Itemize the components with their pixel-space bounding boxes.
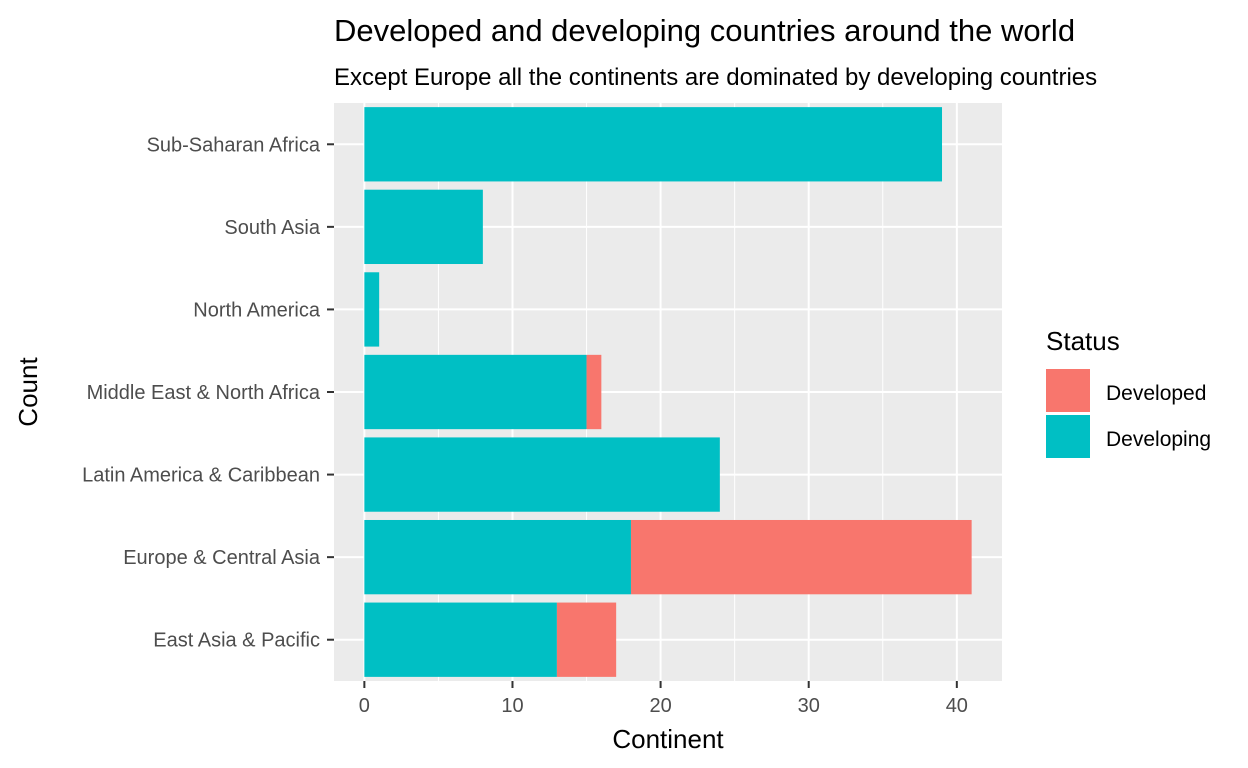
y-tick-label: Sub-Saharan Africa bbox=[147, 134, 321, 156]
bar-developing-2 bbox=[364, 437, 720, 512]
bar-developing-4 bbox=[364, 272, 380, 347]
x-tick-label: 0 bbox=[359, 695, 370, 717]
bar-developing-5 bbox=[364, 189, 483, 265]
legend-key-developed bbox=[1046, 369, 1090, 412]
x-axis: 0 10 20 30 40 bbox=[359, 681, 968, 717]
y-axis-title: Count bbox=[13, 357, 43, 427]
x-tick-label: 10 bbox=[501, 695, 523, 717]
bar-developed-1 bbox=[630, 519, 972, 595]
bar-developing-1 bbox=[364, 519, 631, 595]
bars bbox=[364, 107, 972, 677]
legend: Status Developed Developing bbox=[1046, 326, 1211, 458]
y-tick-label: Middle East & North Africa bbox=[87, 382, 321, 404]
bar-developed-0 bbox=[556, 602, 617, 677]
legend-label-developing: Developing bbox=[1106, 428, 1211, 451]
y-tick-label: North America bbox=[193, 299, 321, 321]
legend-key-developing bbox=[1046, 415, 1090, 458]
bar-developing-3 bbox=[364, 354, 587, 430]
legend-title: Status bbox=[1046, 326, 1120, 356]
y-tick-label: East Asia & Pacific bbox=[153, 630, 320, 652]
bar-developing-0 bbox=[364, 602, 557, 677]
y-tick-label: Europe & Central Asia bbox=[123, 547, 321, 569]
x-axis-title: Continent bbox=[612, 724, 724, 754]
bar-developing-6 bbox=[364, 107, 943, 182]
x-tick-label: 40 bbox=[946, 695, 968, 717]
y-tick-label: Latin America & Caribbean bbox=[82, 465, 320, 487]
chart-title: Developed and developing countries aroun… bbox=[334, 13, 1075, 48]
x-tick-label: 30 bbox=[798, 695, 820, 717]
chart-subtitle: Except Europe all the continents are dom… bbox=[334, 64, 1097, 91]
bar-developed-3 bbox=[586, 354, 602, 430]
y-tick-label: South Asia bbox=[224, 217, 321, 239]
x-tick-label: 20 bbox=[649, 695, 671, 717]
legend-label-developed: Developed bbox=[1106, 382, 1206, 405]
y-axis: East Asia & Pacific Europe & Central Asia… bbox=[82, 134, 334, 652]
